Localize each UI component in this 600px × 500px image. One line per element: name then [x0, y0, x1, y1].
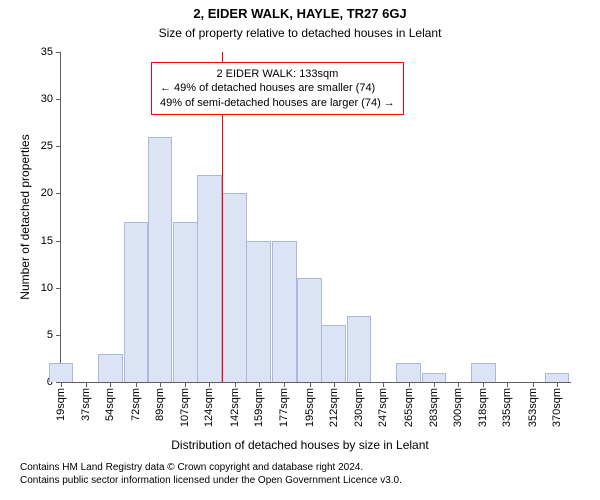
y-tick-label: 30 — [41, 93, 61, 105]
histogram-bar — [321, 325, 346, 382]
x-tick-label: 195sqm — [304, 388, 316, 427]
footer-attribution: Contains HM Land Registry data © Crown c… — [20, 462, 402, 487]
x-tick-label: 370sqm — [551, 388, 563, 427]
histogram-bar — [197, 175, 222, 382]
x-tick — [334, 382, 335, 387]
histogram-bar — [545, 373, 570, 382]
x-tick-label: 212sqm — [328, 388, 340, 427]
x-tick-label: 19sqm — [55, 388, 67, 421]
x-tick — [160, 382, 161, 387]
x-tick-label: 247sqm — [377, 388, 389, 427]
x-tick-label: 283sqm — [428, 388, 440, 427]
x-tick — [483, 382, 484, 387]
x-tick-label: 177sqm — [278, 388, 290, 427]
footer-line: Contains HM Land Registry data © Crown c… — [20, 462, 402, 475]
x-tick — [185, 382, 186, 387]
x-tick-label: 37sqm — [80, 388, 92, 421]
y-tick-label: 25 — [41, 140, 61, 152]
info-box-line: 49% of semi-detached houses are larger (… — [160, 96, 395, 110]
histogram-bar — [347, 316, 372, 382]
y-tick-label: 10 — [41, 282, 61, 294]
x-tick-label: 318sqm — [477, 388, 489, 427]
x-tick — [235, 382, 236, 387]
x-tick-label: 124sqm — [203, 388, 215, 427]
chart-title-main: 2, EIDER WALK, HAYLE, TR27 6GJ — [0, 6, 600, 21]
x-tick-label: 353sqm — [527, 388, 539, 427]
info-box-line: 2 EIDER WALK: 133sqm — [160, 67, 395, 81]
x-tick-label: 72sqm — [130, 388, 142, 421]
x-tick — [310, 382, 311, 387]
x-tick — [458, 382, 459, 387]
histogram-bar — [222, 193, 247, 382]
x-tick — [359, 382, 360, 387]
x-tick — [409, 382, 410, 387]
histogram-bar — [173, 222, 198, 382]
plot-area: 0510152025303519sqm37sqm54sqm72sqm89sqm1… — [60, 52, 571, 383]
footer-line: Contains public sector information licen… — [20, 475, 402, 488]
x-tick-label: 54sqm — [104, 388, 116, 421]
histogram-bar — [148, 137, 173, 382]
x-tick-label: 230sqm — [353, 388, 365, 427]
x-tick — [209, 382, 210, 387]
histogram-bar — [471, 363, 496, 382]
x-tick-label: 107sqm — [179, 388, 191, 427]
x-tick — [61, 382, 62, 387]
info-box: 2 EIDER WALK: 133sqm← 49% of detached ho… — [151, 62, 404, 115]
x-tick — [259, 382, 260, 387]
x-tick — [110, 382, 111, 387]
histogram-bar — [124, 222, 149, 382]
x-tick — [284, 382, 285, 387]
x-tick-label: 142sqm — [229, 388, 241, 427]
y-tick-label: 20 — [41, 187, 61, 199]
x-tick — [136, 382, 137, 387]
y-tick-label: 35 — [41, 46, 61, 58]
x-tick-label: 335sqm — [501, 388, 513, 427]
info-box-line: ← 49% of detached houses are smaller (74… — [160, 81, 395, 95]
x-tick-label: 89sqm — [154, 388, 166, 421]
y-axis-label: Number of detached properties — [18, 52, 32, 382]
histogram-bar — [396, 363, 421, 382]
x-tick — [86, 382, 87, 387]
x-tick — [507, 382, 508, 387]
y-tick-label: 5 — [47, 329, 61, 341]
histogram-bar — [246, 241, 271, 382]
histogram-bar — [297, 278, 322, 382]
x-tick-label: 265sqm — [403, 388, 415, 427]
histogram-bar — [98, 354, 123, 382]
x-tick-label: 159sqm — [253, 388, 265, 427]
x-tick — [383, 382, 384, 387]
x-tick-label: 300sqm — [452, 388, 464, 427]
histogram-bar — [49, 363, 74, 382]
x-tick — [434, 382, 435, 387]
x-axis-label: Distribution of detached houses by size … — [0, 438, 600, 452]
y-tick-label: 15 — [41, 235, 61, 247]
chart-title-sub: Size of property relative to detached ho… — [0, 26, 600, 40]
chart-container: { "title_main": "2, EIDER WALK, HAYLE, T… — [0, 0, 600, 500]
histogram-bar — [422, 373, 447, 382]
histogram-bar — [272, 241, 297, 382]
x-tick — [557, 382, 558, 387]
x-tick — [533, 382, 534, 387]
